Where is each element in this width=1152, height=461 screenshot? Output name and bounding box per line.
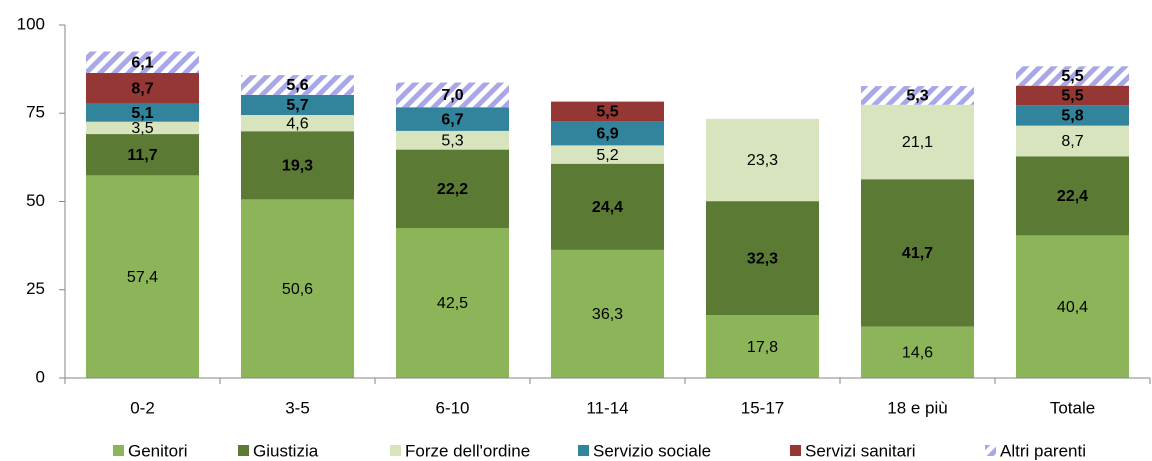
value-label: 6,9 bbox=[596, 125, 618, 142]
legend-label: Forze dell'ordine bbox=[405, 441, 530, 460]
value-label: 24,4 bbox=[592, 199, 623, 216]
bar-segment bbox=[241, 115, 354, 132]
bar-segment bbox=[241, 94, 354, 116]
legend-label: Servizi sanitari bbox=[805, 441, 916, 460]
value-label: 21,1 bbox=[902, 134, 933, 151]
value-label: 6,1 bbox=[131, 54, 153, 71]
value-label: 5,5 bbox=[596, 104, 618, 121]
value-label: 5,1 bbox=[131, 105, 153, 122]
bar-segment bbox=[706, 201, 819, 316]
bar-segment bbox=[1016, 85, 1129, 106]
bar-segment bbox=[706, 118, 819, 202]
bar-segment bbox=[861, 86, 974, 105]
bar-segment bbox=[241, 131, 354, 200]
value-label: 11,7 bbox=[127, 147, 157, 164]
value-label: 57,4 bbox=[127, 269, 158, 286]
bar-segment bbox=[1016, 125, 1129, 157]
x-tick-label: 15-17 bbox=[741, 398, 784, 417]
value-label: 40,4 bbox=[1057, 299, 1088, 316]
y-tick-label: 100 bbox=[17, 14, 45, 33]
value-label: 17,8 bbox=[747, 339, 778, 356]
value-label: 32,3 bbox=[747, 250, 778, 267]
bar-segment bbox=[861, 326, 974, 378]
value-label: 5,3 bbox=[906, 88, 928, 105]
legend-label: Altri parenti bbox=[1000, 441, 1086, 460]
bar-segment bbox=[396, 82, 509, 108]
y-tick-label: 0 bbox=[36, 367, 45, 386]
value-label: 3,5 bbox=[131, 120, 153, 137]
bar-segment bbox=[86, 103, 199, 122]
x-tick-label: 11-14 bbox=[586, 398, 628, 417]
bar-segment bbox=[241, 75, 354, 95]
x-tick-label: 6-10 bbox=[435, 398, 469, 417]
bar-segment bbox=[861, 179, 974, 327]
bar-segment bbox=[86, 134, 199, 176]
bar-segment bbox=[1016, 235, 1129, 378]
value-label: 50,6 bbox=[282, 281, 313, 298]
legend-label: Servizio sociale bbox=[593, 441, 711, 460]
bar-segment bbox=[86, 51, 199, 74]
bar-segment bbox=[551, 163, 664, 250]
bar-segment bbox=[1016, 66, 1129, 86]
bar-segment bbox=[551, 249, 664, 378]
bar-segment bbox=[241, 199, 354, 378]
y-tick-label: 25 bbox=[26, 279, 45, 298]
y-tick-label: 50 bbox=[26, 191, 45, 210]
value-label: 36,3 bbox=[592, 306, 623, 323]
y-tick-label: 75 bbox=[26, 103, 45, 122]
legend-swatch bbox=[238, 445, 249, 456]
value-label: 42,5 bbox=[437, 295, 468, 312]
bar-segment bbox=[551, 145, 664, 164]
value-label: 41,7 bbox=[902, 245, 933, 262]
x-tick-label: Totale bbox=[1050, 398, 1095, 417]
value-label: 8,7 bbox=[131, 81, 153, 98]
legend-swatch bbox=[113, 445, 124, 456]
bar-segment bbox=[86, 73, 199, 104]
value-label: 8,7 bbox=[1061, 133, 1083, 150]
bar-segment bbox=[551, 101, 664, 122]
value-label: 5,7 bbox=[286, 97, 308, 114]
value-label: 22,4 bbox=[1057, 188, 1088, 205]
value-label: 6,7 bbox=[441, 111, 463, 128]
bar-segment bbox=[1016, 156, 1129, 236]
legend-swatch bbox=[578, 445, 589, 456]
legend-swatch bbox=[790, 445, 801, 456]
value-label: 22,2 bbox=[437, 181, 468, 198]
legend-swatch bbox=[985, 445, 996, 456]
value-label: 5,3 bbox=[441, 132, 463, 149]
legend-label: Genitori bbox=[128, 441, 188, 460]
bar-segment bbox=[396, 107, 509, 131]
value-label: 5,5 bbox=[1061, 68, 1083, 85]
value-label: 4,6 bbox=[286, 115, 308, 132]
value-label: 5,6 bbox=[286, 77, 308, 94]
bar-segment bbox=[861, 104, 974, 180]
x-tick-label: 0-2 bbox=[130, 398, 155, 417]
legend-label: Giustizia bbox=[253, 441, 319, 460]
value-label: 19,3 bbox=[282, 158, 313, 175]
x-tick-label: 3-5 bbox=[285, 398, 310, 417]
legend-swatch bbox=[390, 445, 401, 456]
x-tick-label: 18 e più bbox=[887, 398, 948, 417]
bar-segment bbox=[86, 121, 199, 135]
bar-segment bbox=[551, 121, 664, 146]
value-label: 5,2 bbox=[596, 147, 618, 164]
bar-segment bbox=[396, 130, 509, 150]
bar-segment bbox=[706, 315, 819, 378]
bar-segment bbox=[1016, 105, 1129, 126]
value-label: 5,8 bbox=[1061, 108, 1083, 125]
value-label: 7,0 bbox=[441, 87, 463, 104]
value-label: 14,6 bbox=[902, 344, 933, 361]
value-label: 23,3 bbox=[747, 152, 778, 169]
value-label: 5,5 bbox=[1061, 88, 1083, 105]
bar-segment bbox=[396, 227, 509, 378]
bar-segment bbox=[86, 175, 199, 378]
bar-segment bbox=[396, 149, 509, 228]
